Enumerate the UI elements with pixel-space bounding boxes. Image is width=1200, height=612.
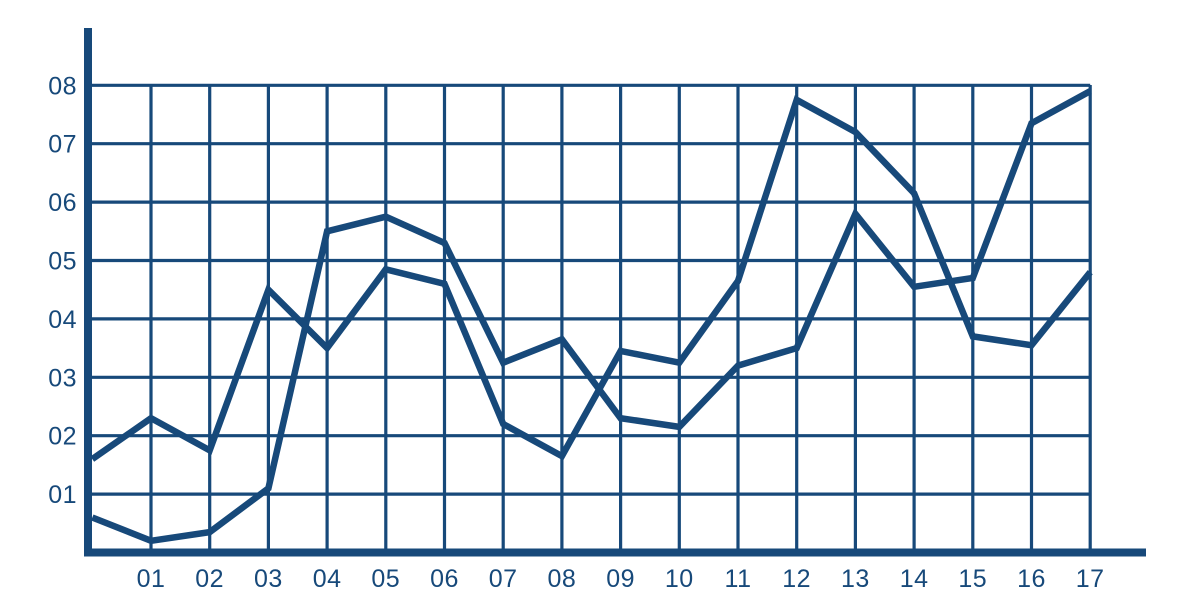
x-tick-label: 15	[958, 565, 987, 593]
series-line-a	[90, 95, 1093, 462]
x-tick-label: 13	[841, 565, 870, 593]
y-tick-label: 01	[48, 481, 77, 509]
x-tick-label: 03	[254, 565, 283, 593]
x-tick-label: 01	[137, 565, 166, 593]
x-tick-label: 11	[725, 565, 752, 593]
x-tick-label: 14	[900, 565, 929, 593]
y-tick-label: 07	[48, 131, 77, 159]
y-tick-label: 05	[48, 248, 77, 276]
y-tick-label: 03	[48, 364, 77, 392]
x-tick-label: 04	[313, 565, 342, 593]
y-tick-label: 06	[48, 189, 77, 217]
x-tick-label: 09	[606, 565, 635, 593]
x-tick-label: 16	[1017, 565, 1046, 593]
series-line-b	[91, 88, 1092, 545]
x-tick-label: 10	[665, 565, 694, 593]
y-tick-label: 04	[48, 306, 77, 334]
y-tick-label: 02	[48, 423, 77, 451]
x-tick-label: 05	[371, 565, 400, 593]
x-tick-label: 02	[195, 565, 224, 593]
x-tick-label: 17	[1076, 565, 1105, 593]
x-tick-label: 06	[430, 565, 459, 593]
x-tick-label: 08	[547, 565, 576, 593]
x-tick-label: 12	[782, 565, 811, 593]
x-tick-label: 07	[489, 565, 518, 593]
y-tick-label: 08	[48, 72, 77, 100]
